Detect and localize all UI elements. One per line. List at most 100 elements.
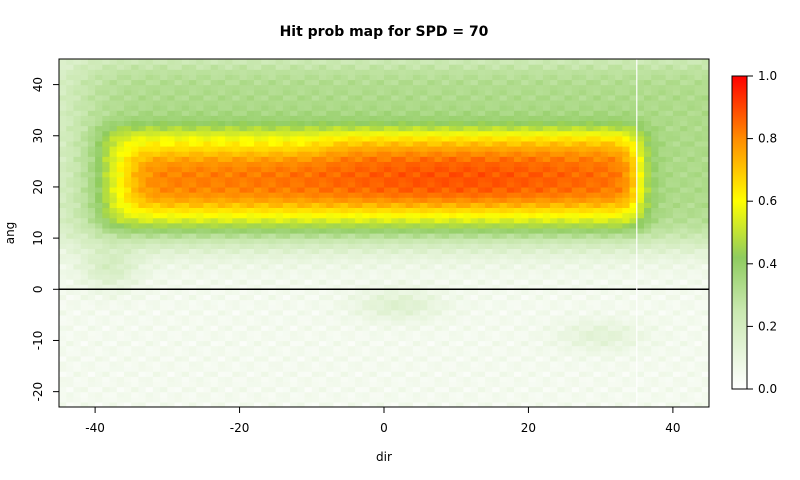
heatmap-cell: [564, 294, 573, 301]
heatmap-cell: [254, 350, 262, 357]
heatmap-cell: [557, 84, 566, 91]
heatmap-cell: [355, 64, 363, 70]
heatmap-cell: [347, 304, 356, 311]
heatmap-cell: [181, 74, 190, 81]
heatmap-cell: [579, 350, 587, 357]
heatmap-cell: [564, 299, 573, 306]
heatmap-cell: [59, 320, 67, 326]
heatmap-cell: [246, 289, 255, 296]
heatmap-cell: [282, 314, 291, 321]
heatmap-cell: [203, 110, 212, 116]
heatmap-cell: [449, 115, 457, 122]
heatmap-cell: [412, 140, 421, 147]
heatmap-cell: [347, 248, 356, 255]
heatmap-cell: [398, 340, 407, 347]
heatmap-cell: [535, 381, 544, 388]
heatmap-cell: [376, 350, 385, 357]
heatmap-cell: [189, 227, 197, 234]
heatmap-cell: [355, 350, 363, 357]
heatmap-cell: [131, 217, 140, 224]
heatmap-cell: [189, 243, 197, 249]
heatmap-cell: [492, 186, 501, 193]
heatmap-cell: [427, 120, 436, 127]
heatmap-cell: [528, 268, 537, 275]
heatmap-cell: [174, 181, 183, 188]
heatmap-cell: [492, 289, 501, 296]
heatmap-cell: [297, 74, 306, 81]
heatmap-cell: [571, 94, 580, 101]
heatmap-cell: [304, 84, 313, 91]
heatmap-cell: [571, 161, 580, 168]
heatmap-cell: [319, 171, 327, 178]
heatmap-cell: [167, 258, 176, 265]
heatmap-cell: [138, 59, 147, 65]
heatmap-cell: [405, 366, 414, 372]
heatmap-cell: [59, 166, 67, 173]
heatmap-cell: [456, 105, 465, 111]
heatmap-cell: [579, 238, 587, 244]
heatmap-cell: [456, 207, 465, 214]
heatmap-cell: [521, 94, 530, 101]
heatmap-cell: [210, 268, 219, 275]
heatmap-cell: [268, 284, 277, 290]
heatmap-cell: [492, 233, 501, 239]
heatmap-cell: [521, 59, 530, 65]
heatmap-cell: [174, 314, 183, 321]
heatmap-cell: [109, 340, 118, 347]
heatmap-cell: [297, 294, 306, 301]
heatmap-cell: [412, 371, 421, 377]
heatmap-cell: [181, 258, 190, 265]
heatmap-cell: [449, 366, 457, 372]
heatmap-cell: [326, 207, 335, 214]
heatmap-cell: [87, 233, 96, 239]
heatmap-cell: [124, 243, 132, 249]
heatmap-cell: [282, 325, 291, 331]
heatmap-cell: [73, 238, 82, 244]
heatmap-cell: [557, 202, 566, 209]
heatmap-cell: [470, 355, 479, 362]
heatmap-cell: [456, 386, 465, 393]
heatmap-cell: [420, 59, 428, 65]
heatmap-cell: [557, 89, 566, 96]
heatmap-cell: [297, 197, 306, 203]
heatmap-cell: [398, 299, 407, 306]
heatmap-cell: [167, 227, 176, 234]
heatmap-cell: [95, 146, 103, 152]
heatmap-cell: [261, 258, 270, 265]
heatmap-cell: [579, 192, 587, 198]
heatmap-cell: [268, 151, 277, 157]
heatmap-cell: [275, 396, 284, 403]
heatmap-cell: [268, 273, 277, 280]
heatmap-cell: [542, 396, 551, 403]
heatmap-cell: [369, 99, 378, 106]
heatmap-cell: [131, 355, 140, 362]
heatmap-cell: [152, 294, 161, 301]
heatmap-cell: [449, 227, 457, 234]
heatmap-cell: [66, 284, 75, 290]
heatmap-cell: [116, 212, 125, 219]
heatmap-cell: [528, 391, 537, 398]
heatmap-cell: [434, 294, 443, 301]
heatmap-cell: [210, 207, 219, 214]
heatmap-cell: [319, 59, 327, 65]
heatmap-cell: [579, 222, 587, 229]
heatmap-cell: [564, 176, 573, 183]
heatmap-cell: [564, 238, 573, 244]
heatmap-cell: [95, 192, 103, 198]
heatmap-cell: [355, 115, 363, 122]
heatmap-cell: [87, 243, 96, 249]
heatmap-cell: [405, 376, 414, 383]
heatmap-cell: [304, 202, 313, 209]
heatmap-cell: [521, 314, 530, 321]
heatmap-cell: [152, 79, 161, 86]
heatmap-cell: [225, 299, 233, 306]
heatmap-cell: [254, 253, 262, 260]
heatmap-cell: [282, 202, 291, 209]
heatmap-cell: [116, 186, 125, 193]
heatmap-cell: [398, 258, 407, 265]
heatmap-cell: [333, 186, 342, 193]
heatmap-cell: [152, 233, 161, 239]
heatmap-cell: [470, 140, 479, 147]
heatmap-cell: [376, 110, 385, 116]
heatmap-cell: [196, 99, 205, 106]
